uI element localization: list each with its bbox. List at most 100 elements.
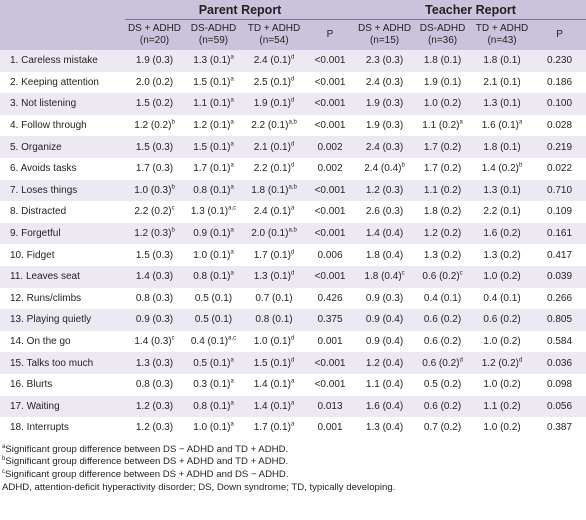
- cell-value: 1.2 (0.3): [365, 184, 404, 196]
- cell-value: 0.036: [547, 357, 573, 369]
- cell-footnote-mark: a: [290, 378, 295, 385]
- cell-value: 1.2 (0.3): [134, 228, 172, 240]
- row-label: 12. Runs/climbs: [0, 287, 125, 310]
- cell-value: 1.2 (0.1): [193, 120, 231, 132]
- cell-value: 0.098: [547, 379, 573, 391]
- cell-value: 0.8 (0.3): [135, 379, 174, 391]
- cell-value: 0.375: [317, 314, 343, 326]
- table-cell: 1.1 (0.2): [471, 395, 534, 418]
- cell-value: 0.8 (0.1): [193, 271, 231, 283]
- cell-footnote-mark: a: [230, 378, 234, 385]
- cell-footnote-mark: c: [171, 335, 175, 342]
- cell-value: 0.6 (0.2): [423, 400, 462, 412]
- table-cell: 1.7 (0.2): [414, 157, 472, 180]
- cell-value: <0.001: [314, 271, 346, 283]
- cell-value: 1.7 (0.1): [193, 163, 231, 175]
- cell-value: 0.387: [547, 422, 573, 434]
- table-cell: 0.4 (0.1): [414, 287, 472, 310]
- cell-value: 1.0 (0.1): [253, 336, 291, 348]
- table-cell: 0.9 (0.4): [355, 330, 415, 353]
- table-cell: 0.387: [533, 417, 586, 439]
- cell-value: 2.1 (0.1): [483, 76, 521, 88]
- cell-value: 0.028: [547, 120, 573, 132]
- cell-footnote-mark: a: [290, 422, 295, 429]
- cell-value: 1.8 (0.2): [423, 206, 462, 218]
- cell-value: 2.4 (0.1): [253, 55, 291, 67]
- cell-value: 0.8 (0.3): [135, 292, 174, 304]
- cell-value: 0.8 (0.1): [193, 400, 231, 412]
- table-cell: 1.1 (0.2)a: [414, 114, 472, 137]
- table-cell: 0.4 (0.1)a,c: [184, 330, 243, 353]
- table-cell: 2.4 (0.3): [355, 136, 415, 158]
- cell-footnote-mark: a: [230, 400, 234, 407]
- table-cell: 0.219: [533, 136, 586, 158]
- cell-value: 0.5 (0.1): [193, 357, 231, 369]
- cell-footnote-mark: a,b: [288, 119, 297, 126]
- cell-value: 1.3 (0.1): [190, 206, 229, 218]
- table-cell: 0.417: [533, 244, 586, 266]
- cell-footnote-mark: d: [290, 76, 295, 83]
- cell-footnote-mark: d: [518, 357, 523, 364]
- table-cell: 1.3 (0.4): [355, 417, 415, 439]
- table-cell: 1.2 (0.3)b: [125, 222, 184, 245]
- table-cell: 0.001: [305, 330, 356, 353]
- cell-value: <0.001: [314, 206, 346, 218]
- column-header: DS-ADHD (n=59): [184, 19, 243, 50]
- table-cell: 0.375: [305, 309, 356, 331]
- table-cell: 1.7 (0.3): [125, 157, 184, 180]
- cell-value: 2.4 (0.1): [253, 206, 291, 218]
- table-cell: 1.0 (0.2): [471, 417, 534, 439]
- table-cell: 1.5 (0.3): [125, 244, 184, 266]
- teacher-report-heading: Teacher Report: [355, 0, 586, 20]
- table-row: 16. Blurts 0.8 (0.3) 0.3 (0.1)a 1.4 (0.1)a <…: [0, 373, 586, 396]
- table-cell: 1.1 (0.4): [355, 373, 415, 396]
- cell-footnote-mark: a: [290, 400, 295, 407]
- table-cell: 0.9 (0.3): [355, 287, 415, 310]
- cell-value: 1.5 (0.1): [193, 76, 231, 88]
- cell-value: 1.4 (0.1): [253, 400, 291, 412]
- cell-footnote-mark: d: [290, 270, 295, 277]
- table-cell: 1.4 (0.2)b: [471, 157, 534, 180]
- cell-value: 1.9 (0.3): [135, 55, 174, 67]
- cell-value: 0.6 (0.2): [423, 314, 462, 326]
- table-cell: 2.4 (0.3): [355, 71, 415, 94]
- cell-value: 2.2 (0.1): [251, 120, 289, 132]
- table-cell: 0.109: [533, 201, 586, 223]
- cell-value: 0.9 (0.1): [193, 228, 231, 240]
- table-cell: 0.266: [533, 287, 586, 310]
- table-cell: <0.001: [305, 265, 356, 288]
- table-cell: 0.100: [533, 93, 586, 115]
- table-cell: 0.230: [533, 50, 586, 72]
- cell-value: 1.9 (0.3): [365, 120, 404, 132]
- cell-value: 1.4 (0.1): [253, 379, 291, 391]
- table-footnotes: aSignificant group difference between DS…: [0, 439, 586, 495]
- cell-value: 1.9 (0.1): [253, 98, 291, 110]
- cell-value: 0.3 (0.1): [193, 379, 231, 391]
- table-row: 5. Organize 1.5 (0.3) 1.5 (0.1)a 2.1 (0.1)d…: [0, 136, 586, 158]
- table-cell: 2.1 (0.1)d: [243, 136, 305, 158]
- row-label: 3. Not listening: [0, 93, 125, 115]
- cell-footnote-mark: d: [290, 141, 295, 148]
- cell-value: 0.219: [547, 141, 573, 153]
- column-header: DS-ADHD (n=36): [414, 19, 472, 50]
- cell-value: 0.100: [547, 98, 573, 110]
- column-header: P: [533, 19, 586, 50]
- cell-value: 1.0 (0.2): [483, 271, 521, 283]
- table-cell: 1.0 (0.1)a: [184, 244, 243, 266]
- cell-value: 1.3 (0.3): [135, 357, 174, 369]
- table-cell: 1.2 (0.1)a: [184, 114, 243, 137]
- cell-value: 0.001: [317, 336, 343, 348]
- table-cell: 1.3 (0.2): [414, 244, 472, 266]
- cell-value: 0.039: [547, 271, 573, 283]
- cell-value: 1.2 (0.2): [481, 357, 519, 369]
- cell-value: 1.0 (0.2): [483, 379, 521, 391]
- cell-value: <0.001: [314, 379, 346, 391]
- cell-value: 0.022: [547, 163, 573, 175]
- table-cell: 1.6 (0.1)a: [471, 114, 534, 137]
- table-cell: 1.6 (0.2): [471, 222, 534, 245]
- table-cell: 0.161: [533, 222, 586, 245]
- table-cell: 1.2 (0.3): [355, 179, 415, 202]
- table-cell: 2.2 (0.1)d: [243, 157, 305, 180]
- cell-value: 1.0 (0.2): [423, 98, 462, 110]
- header-blank: [0, 0, 125, 20]
